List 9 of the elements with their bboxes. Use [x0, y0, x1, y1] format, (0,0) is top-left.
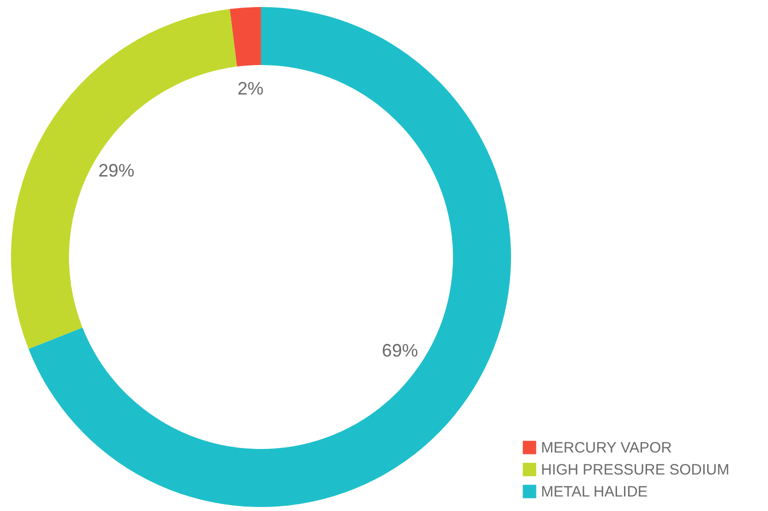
- donut-slice: [28, 7, 511, 507]
- legend-label: METAL HALIDE: [541, 484, 648, 500]
- legend-label: HIGH PRESSURE SODIUM: [541, 462, 730, 478]
- donut-slice: [230, 7, 261, 67]
- data-label: 2%: [237, 78, 264, 98]
- data-label: 69%: [382, 340, 418, 360]
- data-label: 29%: [98, 160, 134, 180]
- legend-label: MERCURY VAPOR: [541, 440, 672, 456]
- donut-slice: [11, 8, 237, 350]
